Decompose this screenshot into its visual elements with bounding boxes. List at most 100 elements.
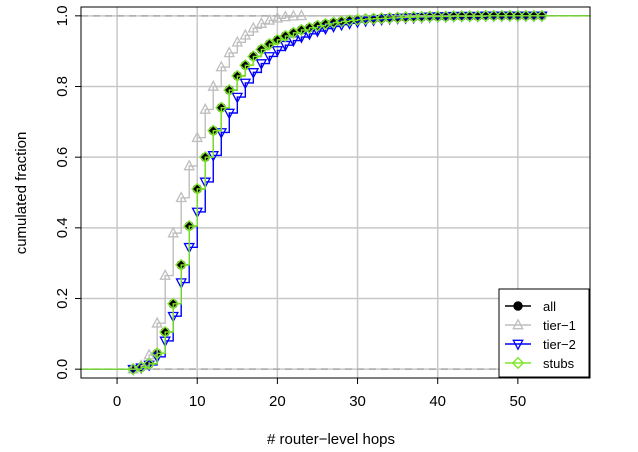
x-axis-ticks: 0 10 20 30 40 50 [113,378,526,410]
series-3 [81,9,590,376]
data-point-3-13 [231,69,244,83]
data-point-1-17 [263,13,276,25]
data-point-3-17 [263,37,276,51]
data-point-2-43 [472,11,484,23]
data-point-3-4 [158,325,172,339]
data-point-2-16 [255,59,268,71]
data-point-3-11 [215,101,228,114]
y-tick-label-2: 0.4 [54,217,71,238]
data-point-1-11 [215,60,228,72]
y-axis-label: cumulated fraction [13,132,30,255]
data-point-3-42 [463,9,476,23]
data-point-2-20 [287,36,300,48]
data-point-1-18 [271,11,284,23]
data-point-2-49 [520,11,532,23]
data-point-2-31 [375,15,388,26]
data-point-3-3 [150,347,164,360]
legend-item-2: tier−2 [505,337,576,352]
data-point-2-42 [463,11,476,23]
legend-swatch-marker-1 [512,318,524,330]
data-point-2-35 [407,13,420,25]
series-1 [81,9,590,374]
data-point-2-51 [536,11,548,23]
data-point-3-12 [223,83,236,97]
legend-label-0: all [543,299,556,314]
data-point-2-2 [143,360,155,372]
data-point-3-1 [134,361,148,374]
plot-frame [80,6,591,379]
x-tick-label-4: 40 [429,393,446,410]
data-point-2-37 [423,12,436,24]
x-tick-label-1: 10 [189,393,206,410]
data-point-2-12 [223,108,236,120]
data-point-3-45 [487,9,501,23]
legend-item-1: tier−1 [505,318,576,333]
data-point-1-19 [279,10,292,22]
data-point-3-18 [271,33,284,47]
data-point-1-10 [207,79,220,91]
data-point-3-35 [407,10,420,24]
data-point-1-13 [231,35,244,47]
x-axis-label: # router−level hops [267,431,395,448]
data-point-2-48 [512,11,524,23]
data-point-3-16 [255,43,268,56]
data-point-2-15 [247,68,260,79]
data-point-1-0 [127,362,139,374]
data-point-2-36 [415,12,428,24]
data-point-3-7 [183,219,196,233]
data-point-2-33 [391,13,404,25]
data-point-2-46 [496,11,508,23]
data-point-3-47 [503,9,517,23]
legend-label-3: stubs [543,356,575,371]
data-point-2-18 [271,46,284,58]
data-point-2-14 [239,78,252,90]
data-point-3-8 [191,182,204,196]
data-point-3-44 [479,9,492,23]
data-point-2-0 [127,364,139,376]
data-point-2-50 [528,11,540,23]
data-point-1-9 [199,102,212,114]
legend-swatch-marker-3 [511,356,525,370]
y-tick-label-0: 0.0 [54,359,71,380]
data-point-2-47 [504,11,516,23]
data-point-3-46 [495,9,509,23]
data-point-3-41 [455,9,468,23]
data-point-1-15 [247,21,260,33]
data-point-2-13 [231,92,244,104]
y-axis-ticks: 0.0 0.2 0.4 0.6 0.8 1.0 [54,5,81,380]
legend-label-2: tier−2 [543,337,576,352]
data-point-3-49 [519,9,533,23]
legend-label-1: tier−1 [543,318,576,333]
series-group [81,9,590,376]
data-point-2-34 [399,13,412,25]
data-point-1-5 [167,226,179,238]
data-point-2-38 [431,12,444,24]
data-point-3-48 [511,9,525,23]
data-point-3-15 [247,50,260,63]
data-point-2-39 [439,12,452,24]
data-point-1-12 [223,46,236,58]
data-point-3-2 [142,357,156,371]
data-point-2-32 [383,14,396,26]
data-point-2-17 [263,52,276,64]
x-tick-label-5: 50 [510,393,527,410]
data-point-1-4 [159,268,171,280]
data-point-3-40 [447,9,460,23]
data-point-1-16 [255,17,268,28]
y-tick-label-3: 0.6 [54,147,71,168]
data-point-3-50 [527,9,541,23]
y-tick-label-4: 0.8 [54,76,71,97]
data-point-3-9 [199,150,212,164]
legend-swatch-marker-0 [513,301,523,311]
data-point-1-14 [239,28,252,40]
x-tick-label-2: 20 [269,393,286,410]
data-point-1-6 [175,191,187,203]
legend-item-0: all [505,299,556,314]
data-point-1-20 [287,9,300,21]
data-point-3-5 [166,297,180,310]
data-point-2-45 [488,11,500,23]
data-point-3-14 [239,59,252,72]
data-point-3-37 [423,10,436,23]
legend-item-3: stubs [505,356,575,371]
data-point-3-6 [175,258,188,272]
